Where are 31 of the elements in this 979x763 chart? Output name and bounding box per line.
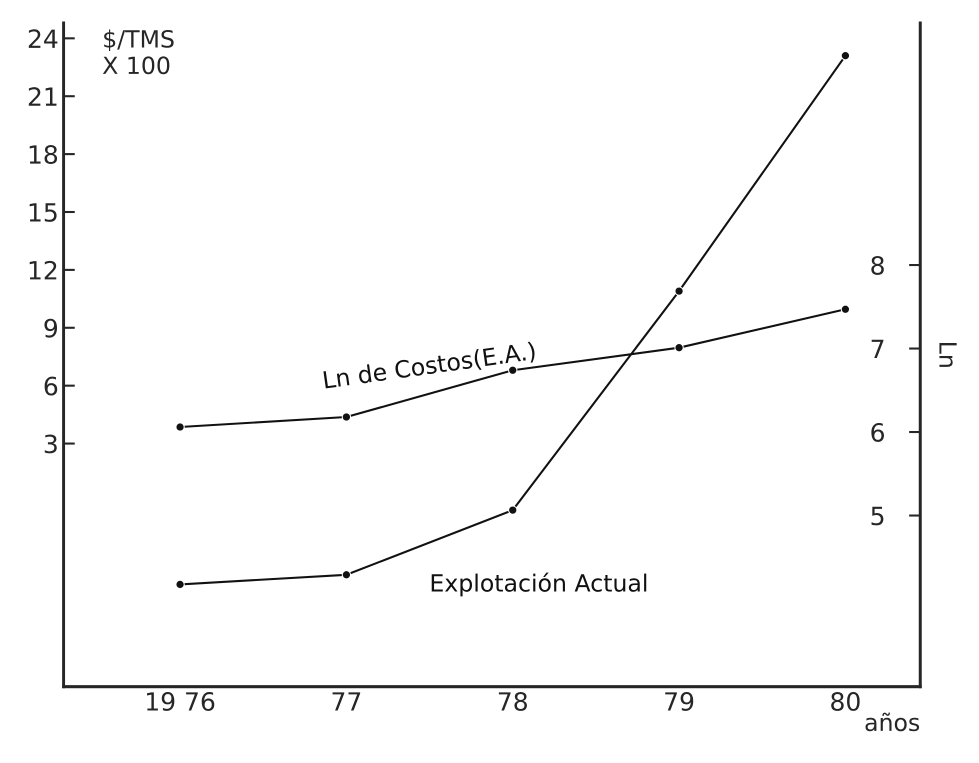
y2-tick-label: 7 xyxy=(872,340,884,358)
y-tick-label: 21 xyxy=(28,87,56,106)
point xyxy=(508,505,518,515)
y2-tick-label: 8 xyxy=(871,256,884,275)
x-tick-label: 77 xyxy=(332,692,360,711)
y-axis-title: $/TMS X 100 xyxy=(102,30,174,74)
y-tick-label: 24 xyxy=(28,29,58,48)
y-tick-label: 9 xyxy=(44,318,58,338)
point xyxy=(674,286,684,296)
point xyxy=(342,412,352,422)
y2-axis-title: Ln xyxy=(939,343,957,367)
x-tick-label: 79 xyxy=(665,692,694,711)
point xyxy=(175,422,185,432)
x-tick-label: 78 xyxy=(498,692,527,711)
y-tick-label: 15 xyxy=(30,203,57,222)
y2-tick-label: 6 xyxy=(871,422,884,442)
y-tick-label: 18 xyxy=(30,145,58,164)
point xyxy=(674,343,684,352)
x-tick-label: 19 76 xyxy=(147,692,214,711)
point xyxy=(175,580,185,590)
text: Ln de Costos(E.A.) xyxy=(323,341,536,392)
y-tick-label: 12 xyxy=(30,260,56,280)
y-tick-label: 6 xyxy=(44,376,58,396)
series-label: Explotación Actual xyxy=(432,572,646,596)
point xyxy=(840,51,850,60)
point xyxy=(840,304,850,314)
x-tick-label: 80 xyxy=(831,692,860,711)
y-tick-label: 3 xyxy=(44,434,57,454)
x-axis-title: años xyxy=(865,712,920,732)
y2-tick-label: 5 xyxy=(872,506,884,526)
point xyxy=(342,570,352,580)
